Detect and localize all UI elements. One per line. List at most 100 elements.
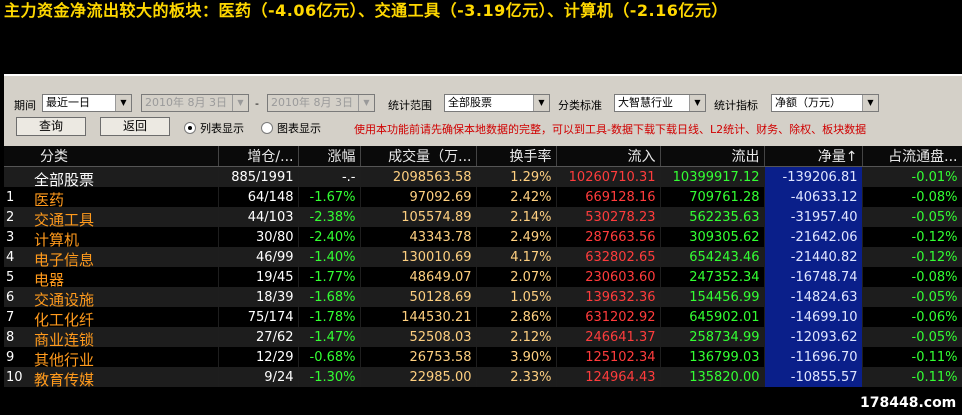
cell-inflow: 287663.56: [556, 227, 661, 247]
list-view-radio[interactable]: 列表显示: [184, 120, 244, 136]
sector-name: 电子信息: [34, 251, 95, 267]
cell-float-pct: -0.05%: [862, 327, 962, 347]
period-label: 期间: [14, 99, 36, 112]
sector-name: 化工化纤: [34, 311, 95, 327]
cell-outflow: 10399917.12: [660, 166, 765, 187]
cell-ratio: 12/29: [218, 347, 299, 367]
radio-empty-icon: [261, 122, 273, 134]
cell-outflow: 562235.63: [660, 207, 765, 227]
table-row[interactable]: 2 交通工具 44/103 -2.38% 105574.89 2.14% 530278.23…: [4, 207, 962, 227]
col-header-float-pct[interactable]: 占流通盘...: [862, 146, 962, 167]
cell-outflow: 135820.00: [660, 367, 765, 387]
cell-volume: 43343.78: [360, 227, 477, 247]
row-number: 3: [6, 229, 15, 245]
col-header-volume[interactable]: 成交量（万...: [360, 146, 477, 167]
cell-change: -1.68%: [298, 287, 361, 307]
sector-flow-panel: 期间 最近一日 ▼ 2010年 8月 3日 ▼ - 2010年 8月 3日 ▼ …: [4, 74, 962, 415]
cell-volume: 144530.21: [360, 307, 477, 327]
cell-turnover: 3.90%: [476, 347, 557, 367]
chevron-down-icon[interactable]: ▼: [533, 95, 549, 111]
cell-ratio: 885/1991: [218, 166, 299, 187]
row-index: 3 计算机: [4, 227, 219, 247]
col-header-turnover[interactable]: 换手率: [476, 146, 557, 167]
cell-net: -40633.12: [764, 187, 863, 207]
cell-inflow: 669128.16: [556, 187, 661, 207]
cell-inflow: 530278.23: [556, 207, 661, 227]
cell-net: -14699.10: [764, 307, 863, 327]
row-index: 8 商业连锁: [4, 327, 219, 347]
cell-turnover: 2.42%: [476, 187, 557, 207]
cell-float-pct: -0.11%: [862, 347, 962, 367]
row-index: 7 化工化纤: [4, 307, 219, 327]
row-index: 5 电器: [4, 267, 219, 287]
cell-net: -31957.40: [764, 207, 863, 227]
cell-volume: 97092.69: [360, 187, 477, 207]
row-index: 4 电子信息: [4, 247, 219, 267]
period-select[interactable]: 最近一日 ▼: [42, 94, 132, 112]
table-row[interactable]: 10 教育传媒 9/24 -1.30% 22985.00 2.33% 124964.43 13…: [4, 367, 962, 387]
chevron-down-icon: ▼: [358, 95, 374, 111]
chevron-down-icon: ▼: [232, 95, 248, 111]
table-row[interactable]: 6 交通设施 18/39 -1.68% 50128.69 1.05% 139632.36 15…: [4, 287, 962, 307]
cell-turnover: 2.49%: [476, 227, 557, 247]
table-row[interactable]: 1 医药 64/148 -1.67% 97092.69 2.42% 669128.16 709…: [4, 187, 962, 207]
cell-ratio: 64/148: [218, 187, 299, 207]
cell-inflow: 10260710.31: [556, 166, 661, 187]
table-row[interactable]: 8 商业连锁 27/62 -1.47% 52508.03 2.12% 246641.37 25…: [4, 327, 962, 347]
sector-name: 医药: [34, 191, 65, 207]
table-row[interactable]: 7 化工化纤 75/174 -1.78% 144530.21 2.86% 631202.92…: [4, 307, 962, 327]
date-from-value: 2010年 8月 3日: [145, 96, 227, 109]
class-select[interactable]: 大智慧行业 ▼: [614, 94, 706, 112]
cell-change: -1.30%: [298, 367, 361, 387]
cell-net: -21440.82: [764, 247, 863, 267]
cell-inflow: 139632.36: [556, 287, 661, 307]
sector-name: 交通设施: [34, 291, 95, 307]
row-index: 9 其他行业: [4, 347, 219, 367]
cell-ratio: 46/99: [218, 247, 299, 267]
metric-select[interactable]: 净额（万元） ▼: [771, 94, 879, 112]
query-button[interactable]: 查询: [16, 117, 86, 136]
table-row[interactable]: 3 计算机 30/80 -2.40% 43343.78 2.49% 287663.56 309…: [4, 227, 962, 247]
chevron-down-icon[interactable]: ▼: [689, 95, 705, 111]
cell-change: -0.68%: [298, 347, 361, 367]
cell-volume: 105574.89: [360, 207, 477, 227]
cell-turnover: 1.29%: [476, 166, 557, 187]
cell-change: -.-: [298, 166, 361, 187]
chevron-down-icon[interactable]: ▼: [115, 95, 131, 111]
cell-ratio: 30/80: [218, 227, 299, 247]
cell-change: -1.78%: [298, 307, 361, 327]
row-number: 8: [6, 329, 15, 345]
col-header-ratio[interactable]: 增仓/...: [218, 146, 299, 167]
col-header-net[interactable]: 净量↑: [764, 146, 863, 167]
back-button[interactable]: 返回: [100, 117, 170, 136]
list-view-label: 列表显示: [200, 122, 244, 135]
table-header-row: 分类 增仓/... 涨幅 成交量（万... 换手率 流入 流出 净量↑ 占流通盘…: [4, 146, 962, 167]
col-header-change[interactable]: 涨幅: [298, 146, 361, 167]
cell-outflow: 154456.99: [660, 287, 765, 307]
cell-outflow: 645902.01: [660, 307, 765, 327]
cell-ratio: 75/174: [218, 307, 299, 327]
cell-inflow: 631202.92: [556, 307, 661, 327]
table-row[interactable]: 4 电子信息 46/99 -1.40% 130010.69 4.17% 632802.65 6…: [4, 247, 962, 267]
period-value: 最近一日: [46, 96, 90, 109]
cell-turnover: 2.33%: [476, 367, 557, 387]
col-header-category[interactable]: 分类: [4, 146, 219, 167]
cell-volume: 130010.69: [360, 247, 477, 267]
sector-name: 教育传媒: [34, 371, 95, 387]
table-row[interactable]: 5 电器 19/45 -1.77% 48649.07 2.07% 230603.60 2473…: [4, 267, 962, 287]
cell-float-pct: -0.06%: [862, 307, 962, 327]
col-header-outflow[interactable]: 流出: [660, 146, 765, 167]
scope-select[interactable]: 全部股票 ▼: [444, 94, 550, 112]
cell-net: -21642.06: [764, 227, 863, 247]
watermark-logo: 178448.com: [860, 395, 957, 411]
cell-volume: 52508.03: [360, 327, 477, 347]
chart-view-radio[interactable]: 图表显示: [261, 120, 321, 136]
cell-float-pct: -0.12%: [862, 247, 962, 267]
cell-net: -139206.81: [764, 166, 863, 187]
sector-name: 商业连锁: [34, 331, 95, 347]
chevron-down-icon[interactable]: ▼: [862, 95, 878, 111]
table-row[interactable]: 9 其他行业 12/29 -0.68% 26753.58 3.90% 125102.34 13…: [4, 347, 962, 367]
table-row[interactable]: 全部股票 885/1991 -.- 2098563.58 1.29% 10260710.3…: [4, 166, 962, 187]
col-header-inflow[interactable]: 流入: [556, 146, 661, 167]
cell-ratio: 19/45: [218, 267, 299, 287]
